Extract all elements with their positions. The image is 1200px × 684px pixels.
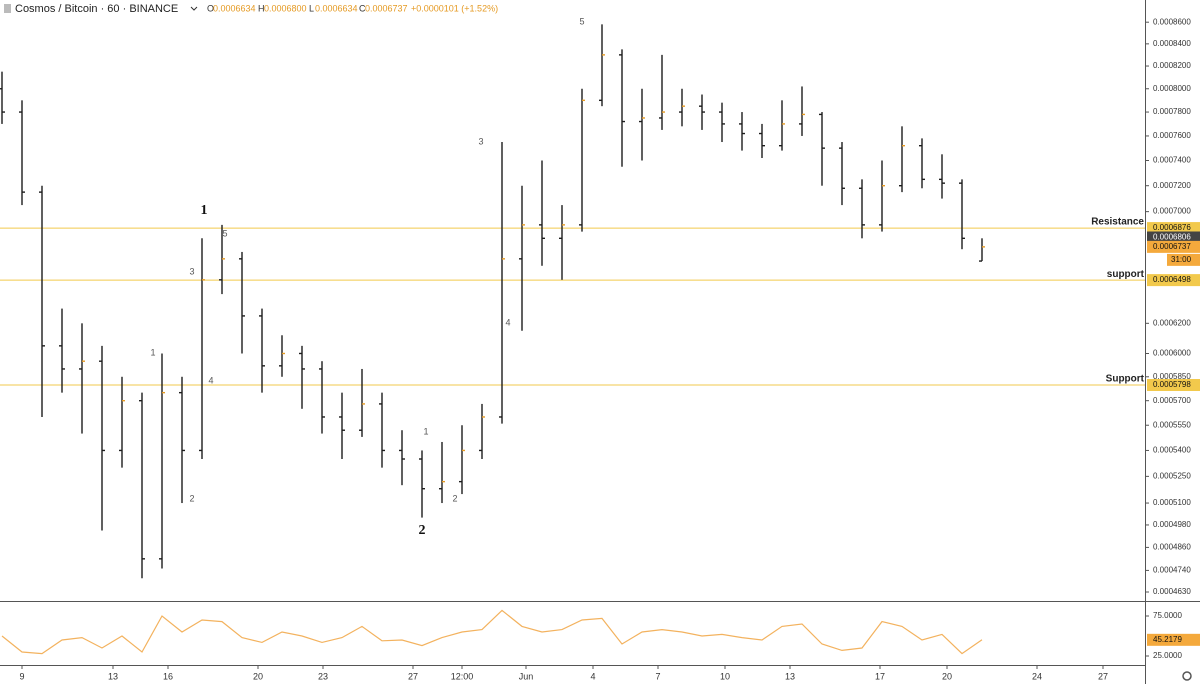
y-tick-label: 0.0004740	[1153, 566, 1191, 575]
y-tick-label: 0.0007800	[1153, 107, 1191, 116]
rsi-value-box	[1147, 633, 1200, 646]
ohlc-value: 0.0006800	[264, 3, 307, 13]
y-tick-label: 0.0006200	[1153, 318, 1191, 327]
wave-label: 1	[201, 203, 208, 218]
ohlc-key: L	[309, 3, 314, 13]
ohlc-value: 0.0006634	[213, 3, 256, 13]
x-tick-label: Jun	[519, 671, 534, 681]
rsi-y-tick-label: 75.0000	[1153, 611, 1182, 620]
y-tick-label: 0.0007200	[1153, 181, 1191, 190]
x-tick-label: 12:00	[451, 671, 474, 681]
wave-label: 2	[189, 493, 194, 503]
level-price-label: 0.0006498	[1153, 275, 1191, 284]
x-tick-label: 16	[163, 671, 173, 681]
symbol-title[interactable]: Cosmos / Bitcoin · 60 · BINANCE	[15, 3, 178, 15]
rsi-y-tick-label: 25.0000	[1153, 651, 1182, 660]
rsi-line	[1, 609, 983, 655]
wave-label: 5	[222, 228, 227, 238]
y-tick-label: 0.0005100	[1153, 498, 1191, 507]
x-tick-label: 23	[318, 671, 328, 681]
y-tick-label: 0.0004630	[1153, 587, 1191, 596]
x-tick-label: 17	[875, 671, 885, 681]
wave-label: 4	[208, 375, 213, 385]
x-tick-label: 9	[19, 671, 24, 681]
wave-label: 2	[419, 523, 426, 538]
y-tick-label: 0.0007600	[1153, 131, 1191, 140]
level-price-box	[1147, 379, 1200, 392]
marker-price-label: 0.0006806	[1153, 233, 1191, 242]
symbol-icon[interactable]	[4, 4, 11, 13]
x-tick-label: 24	[1032, 671, 1042, 681]
wave-label: 1	[423, 426, 428, 436]
wave-label: 5	[579, 16, 584, 26]
wave-label: 3	[478, 136, 483, 146]
settings-icon[interactable]	[1182, 671, 1192, 681]
y-tick-label: 0.0004980	[1153, 520, 1191, 529]
x-tick-label: 27	[1098, 671, 1108, 681]
wave-label: 4	[505, 317, 510, 327]
countdown: 31:00	[1171, 255, 1192, 264]
ohlc-key: H	[258, 3, 265, 13]
ohlc-key: C	[359, 3, 366, 13]
last-price-label: 0.0006737	[1153, 242, 1191, 251]
level-price-box	[1147, 274, 1200, 287]
y-tick-label: 0.0005550	[1153, 420, 1191, 429]
x-tick-label: 13	[785, 671, 795, 681]
y-tick-label: 0.0008200	[1153, 61, 1191, 70]
rsi-value-label: 45.2179	[1153, 635, 1182, 644]
y-tick-label: 0.0005850	[1153, 372, 1191, 381]
y-tick-label: 0.0008600	[1153, 17, 1191, 26]
countdown-box	[1167, 253, 1200, 266]
x-tick-label: 4	[590, 671, 595, 681]
y-tick-label: 0.0007000	[1153, 207, 1191, 216]
ohlc-key: O	[207, 3, 214, 13]
x-tick-label: 7	[655, 671, 660, 681]
y-tick-label: 0.0005250	[1153, 471, 1191, 480]
y-tick-label: 0.0006000	[1153, 349, 1191, 358]
wave-label: 1	[150, 347, 155, 357]
x-tick-label: 27	[408, 671, 418, 681]
level-price-label: 0.0006876	[1153, 223, 1191, 232]
wave-label: 3	[189, 266, 194, 276]
y-tick-label: 0.0008400	[1153, 39, 1191, 48]
symbol-menu-chevron[interactable]	[190, 6, 198, 11]
ohlc-value: 0.0006737	[365, 3, 408, 13]
level-name: Resistance	[1091, 217, 1144, 228]
ohlc-value: 0.0006634	[315, 3, 358, 13]
level-price-label: 0.0005798	[1153, 380, 1191, 389]
x-tick-label: 20	[942, 671, 952, 681]
level-price-box	[1147, 222, 1200, 235]
y-tick-label: 0.0005700	[1153, 396, 1191, 405]
last-price-box	[1147, 240, 1200, 253]
level-name: Support	[1106, 374, 1145, 385]
y-tick-label: 0.0008000	[1153, 84, 1191, 93]
x-tick-label: 20	[253, 671, 263, 681]
x-tick-label: 10	[720, 671, 730, 681]
x-tick-label: 13	[108, 671, 118, 681]
change: +0.0000101 (+1.52%)	[411, 3, 498, 13]
y-tick-label: 0.0007400	[1153, 156, 1191, 165]
marker-price-box	[1147, 231, 1200, 244]
y-tick-label: 0.0004860	[1153, 543, 1191, 552]
y-tick-label: 0.0005400	[1153, 446, 1191, 455]
level-name: support	[1107, 269, 1145, 280]
wave-label: 2	[452, 493, 457, 503]
